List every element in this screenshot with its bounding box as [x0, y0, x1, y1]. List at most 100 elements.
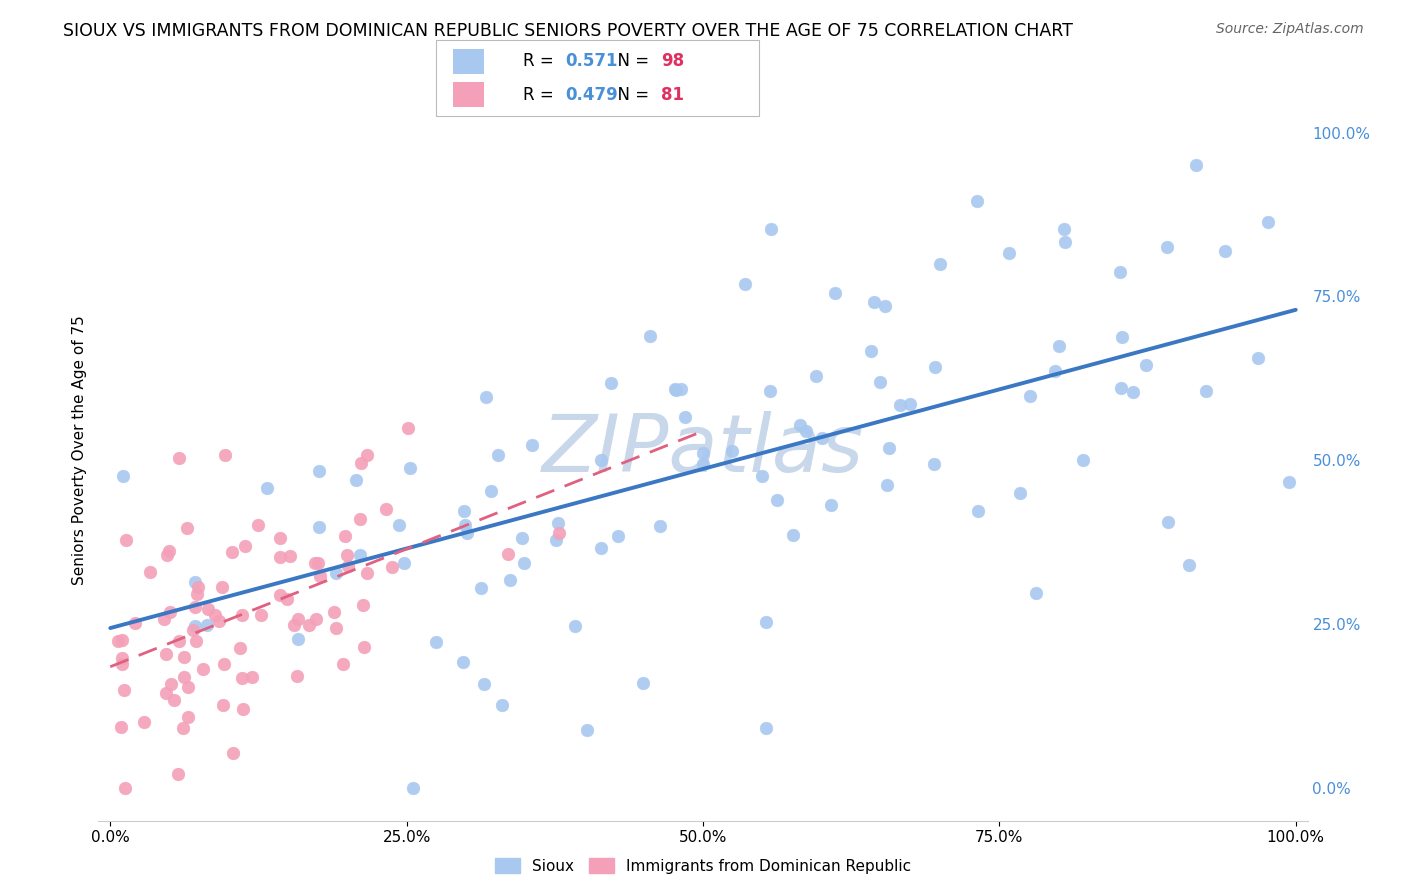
Point: [499, 574, 522, 588]
Point: [755, 615, 778, 630]
Point: [1122, 384, 1144, 399]
Point: [186, 587, 208, 601]
Point: [402, 780, 425, 795]
Point: [208, 615, 231, 629]
Point: [922, 457, 945, 471]
Point: [824, 285, 846, 300]
Point: [546, 533, 568, 547]
Point: [664, 383, 686, 397]
Point: [283, 617, 305, 632]
Point: [184, 575, 207, 590]
Point: [398, 461, 420, 475]
Point: [167, 766, 190, 780]
Point: [547, 516, 569, 530]
Point: [759, 384, 782, 398]
Point: [692, 446, 714, 460]
Point: [336, 549, 359, 563]
Point: [173, 671, 195, 685]
Point: [114, 780, 136, 795]
Point: [276, 592, 298, 607]
Point: [1178, 558, 1201, 572]
Point: [1053, 222, 1076, 236]
Point: [112, 683, 135, 698]
Point: [638, 329, 661, 343]
Point: [1019, 389, 1042, 403]
Point: [153, 612, 176, 626]
Text: 98: 98: [661, 53, 683, 70]
Point: [332, 657, 354, 671]
Point: [1054, 235, 1077, 250]
Point: [349, 548, 371, 562]
Point: [721, 444, 744, 458]
Point: [163, 693, 186, 707]
Point: [589, 453, 612, 467]
Point: [247, 518, 270, 533]
Point: [231, 607, 253, 622]
Point: [337, 559, 360, 574]
Point: [600, 376, 623, 390]
Point: [451, 655, 474, 669]
Point: [107, 633, 129, 648]
Point: [392, 556, 415, 570]
Point: [231, 672, 253, 686]
Point: [304, 612, 326, 626]
Text: SIOUX VS IMMIGRANTS FROM DOMINICAN REPUBLIC SENIORS POVERTY OVER THE AGE OF 75 C: SIOUX VS IMMIGRANTS FROM DOMINICAN REPUB…: [63, 22, 1073, 40]
Point: [124, 616, 146, 631]
Point: [1213, 244, 1236, 258]
Point: [1156, 515, 1178, 529]
Point: [356, 566, 378, 580]
Point: [692, 458, 714, 472]
Point: [873, 299, 896, 313]
Text: 81: 81: [661, 86, 683, 103]
Point: [1135, 358, 1157, 372]
Point: [633, 676, 655, 690]
Point: [1111, 330, 1133, 344]
Point: [1025, 585, 1047, 599]
Point: [184, 619, 207, 633]
Point: [863, 295, 886, 310]
Point: [889, 398, 911, 412]
Point: [177, 710, 200, 724]
Point: [396, 420, 419, 434]
Point: [898, 397, 921, 411]
Point: [134, 714, 156, 729]
Point: [669, 382, 692, 396]
Point: [177, 681, 200, 695]
Text: N =: N =: [607, 53, 655, 70]
Point: [325, 566, 347, 580]
Point: [111, 632, 134, 647]
Point: [564, 619, 586, 633]
Point: [456, 526, 478, 541]
Text: R =: R =: [523, 86, 560, 103]
Point: [997, 246, 1019, 260]
Point: [110, 657, 132, 672]
Point: [287, 632, 309, 646]
Point: [589, 541, 612, 555]
Point: [782, 528, 804, 542]
Point: [810, 432, 832, 446]
Point: [751, 469, 773, 483]
Point: [221, 545, 243, 559]
Point: [375, 502, 398, 516]
Point: [924, 360, 946, 375]
Text: 0.571: 0.571: [565, 53, 617, 70]
Point: [269, 588, 291, 602]
Point: [155, 686, 177, 700]
Text: R =: R =: [523, 53, 560, 70]
Point: [350, 456, 373, 470]
Point: [479, 484, 502, 499]
Point: [193, 662, 215, 676]
Point: [195, 618, 218, 632]
Point: [308, 464, 330, 478]
Point: [204, 608, 226, 623]
Point: [211, 580, 233, 594]
Point: [510, 531, 533, 545]
Point: [522, 438, 544, 452]
Point: [1156, 240, 1178, 254]
Point: [212, 657, 235, 672]
Point: [491, 698, 513, 713]
Point: [650, 519, 672, 533]
Point: [110, 720, 132, 734]
Text: Source: ZipAtlas.com: Source: ZipAtlas.com: [1216, 22, 1364, 37]
Point: [187, 581, 209, 595]
